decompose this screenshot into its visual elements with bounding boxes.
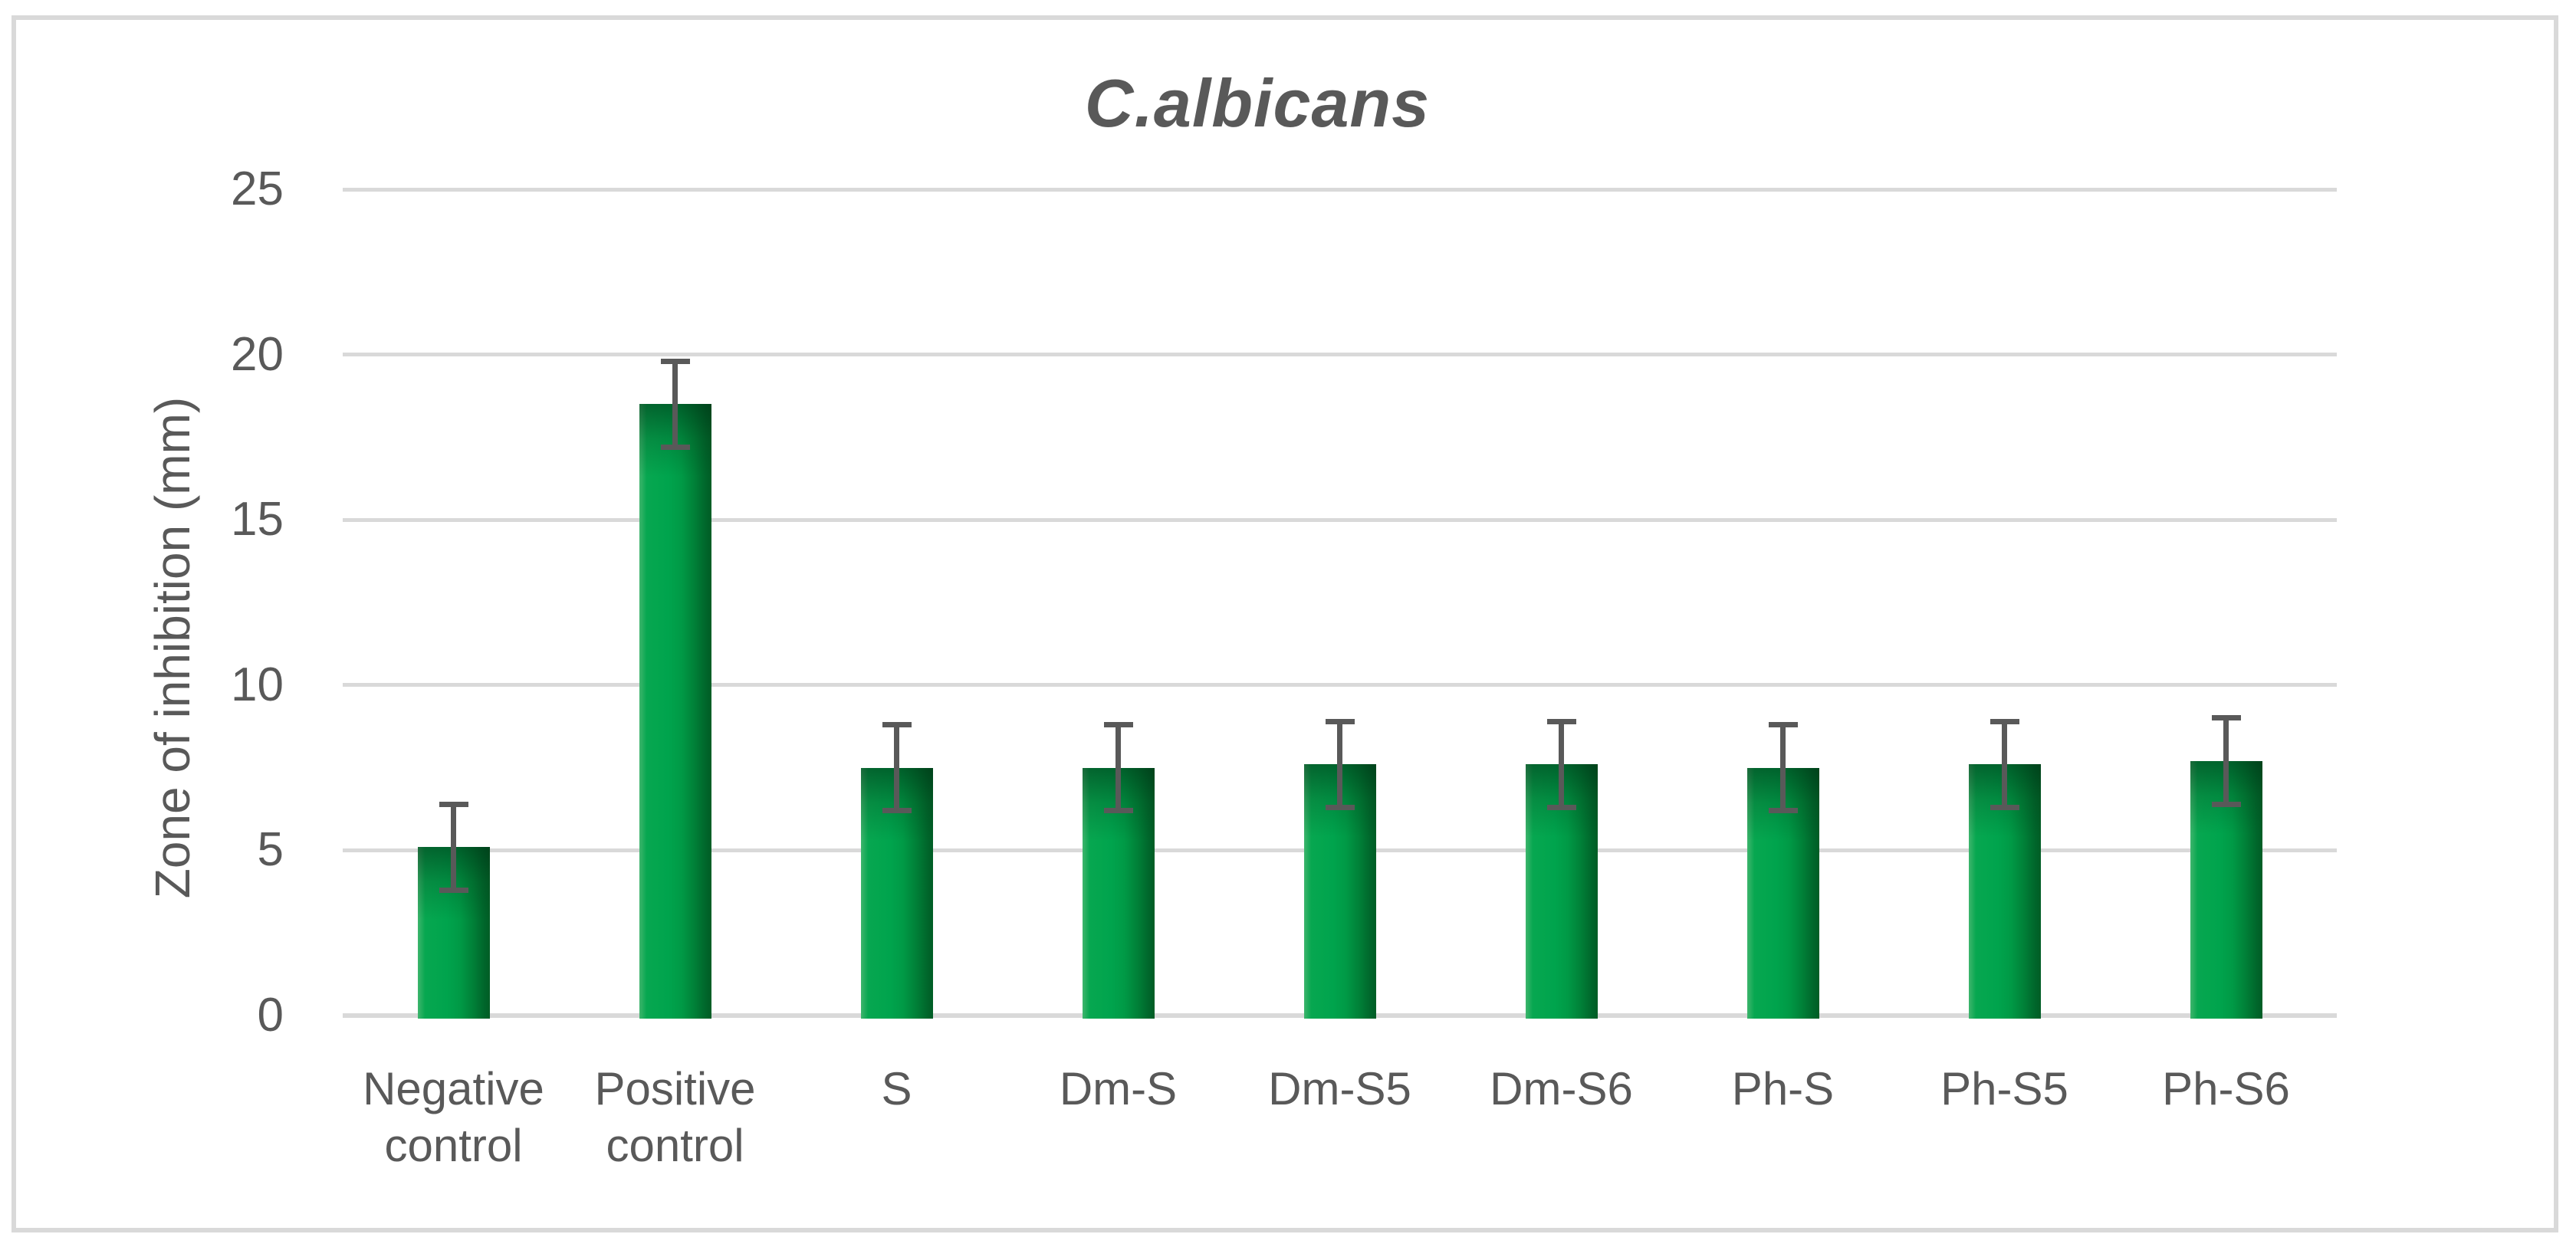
error-bar [1780, 724, 1786, 811]
error-bar [1337, 721, 1342, 808]
error-bar [1116, 724, 1121, 811]
x-tick-label: Dm-S5 [1268, 1063, 1411, 1114]
x-tick-label: Negative control [363, 1063, 544, 1171]
error-bar [2002, 721, 2007, 808]
error-bar-cap-top [660, 358, 690, 364]
gridline [343, 187, 2337, 192]
y-tick-label: 10 [231, 658, 284, 711]
chart-title: C.albicans [1084, 65, 1431, 141]
y-tick-label: 15 [231, 493, 284, 546]
y-tick-label: 25 [231, 162, 284, 215]
gridline [343, 517, 2337, 522]
y-tick-label: 5 [257, 823, 284, 877]
error-bar [1559, 721, 1564, 808]
error-bar [672, 361, 678, 448]
x-tick-label: Ph-S [1731, 1063, 1835, 1114]
error-bar [894, 724, 899, 811]
gridline [343, 683, 2337, 688]
gridline [343, 353, 2337, 357]
x-tick-label: Dm-S6 [1490, 1063, 1633, 1114]
error-bar-cap-bottom [882, 808, 912, 814]
chart-border [12, 15, 2558, 1232]
error-bar-cap-top [1325, 718, 1355, 724]
x-tick-label: Dm-S [1059, 1063, 1178, 1114]
error-bar [2223, 717, 2229, 805]
bar-positive-control [639, 404, 711, 1019]
y-tick-label: 0 [257, 989, 284, 1042]
error-bar-cap-top [1768, 722, 1798, 728]
error-bar-cap-top [882, 722, 912, 728]
error-bar-cap-bottom [1325, 804, 1355, 810]
x-tick-label: Ph-S5 [1940, 1063, 2068, 1114]
error-bar-cap-bottom [1103, 808, 1133, 814]
y-tick-label: 20 [231, 327, 284, 381]
error-bar-cap-bottom [2211, 801, 2241, 807]
error-bar-cap-top [1990, 718, 2019, 724]
error-bar-cap-top [2211, 715, 2241, 721]
x-tick-label: S [881, 1063, 912, 1114]
error-bar-cap-bottom [1768, 808, 1798, 814]
x-tick-label: Positive control [594, 1063, 756, 1171]
error-bar-cap-bottom [439, 887, 468, 893]
error-bar-cap-top [1546, 718, 1576, 724]
error-bar-cap-top [439, 801, 468, 807]
x-tick-label: Ph-S6 [2162, 1063, 2290, 1114]
error-bar-cap-top [1103, 722, 1133, 728]
error-bar-cap-bottom [1546, 804, 1576, 810]
error-bar-cap-bottom [660, 444, 690, 450]
error-bar [451, 804, 456, 891]
error-bar-cap-bottom [1990, 804, 2019, 810]
